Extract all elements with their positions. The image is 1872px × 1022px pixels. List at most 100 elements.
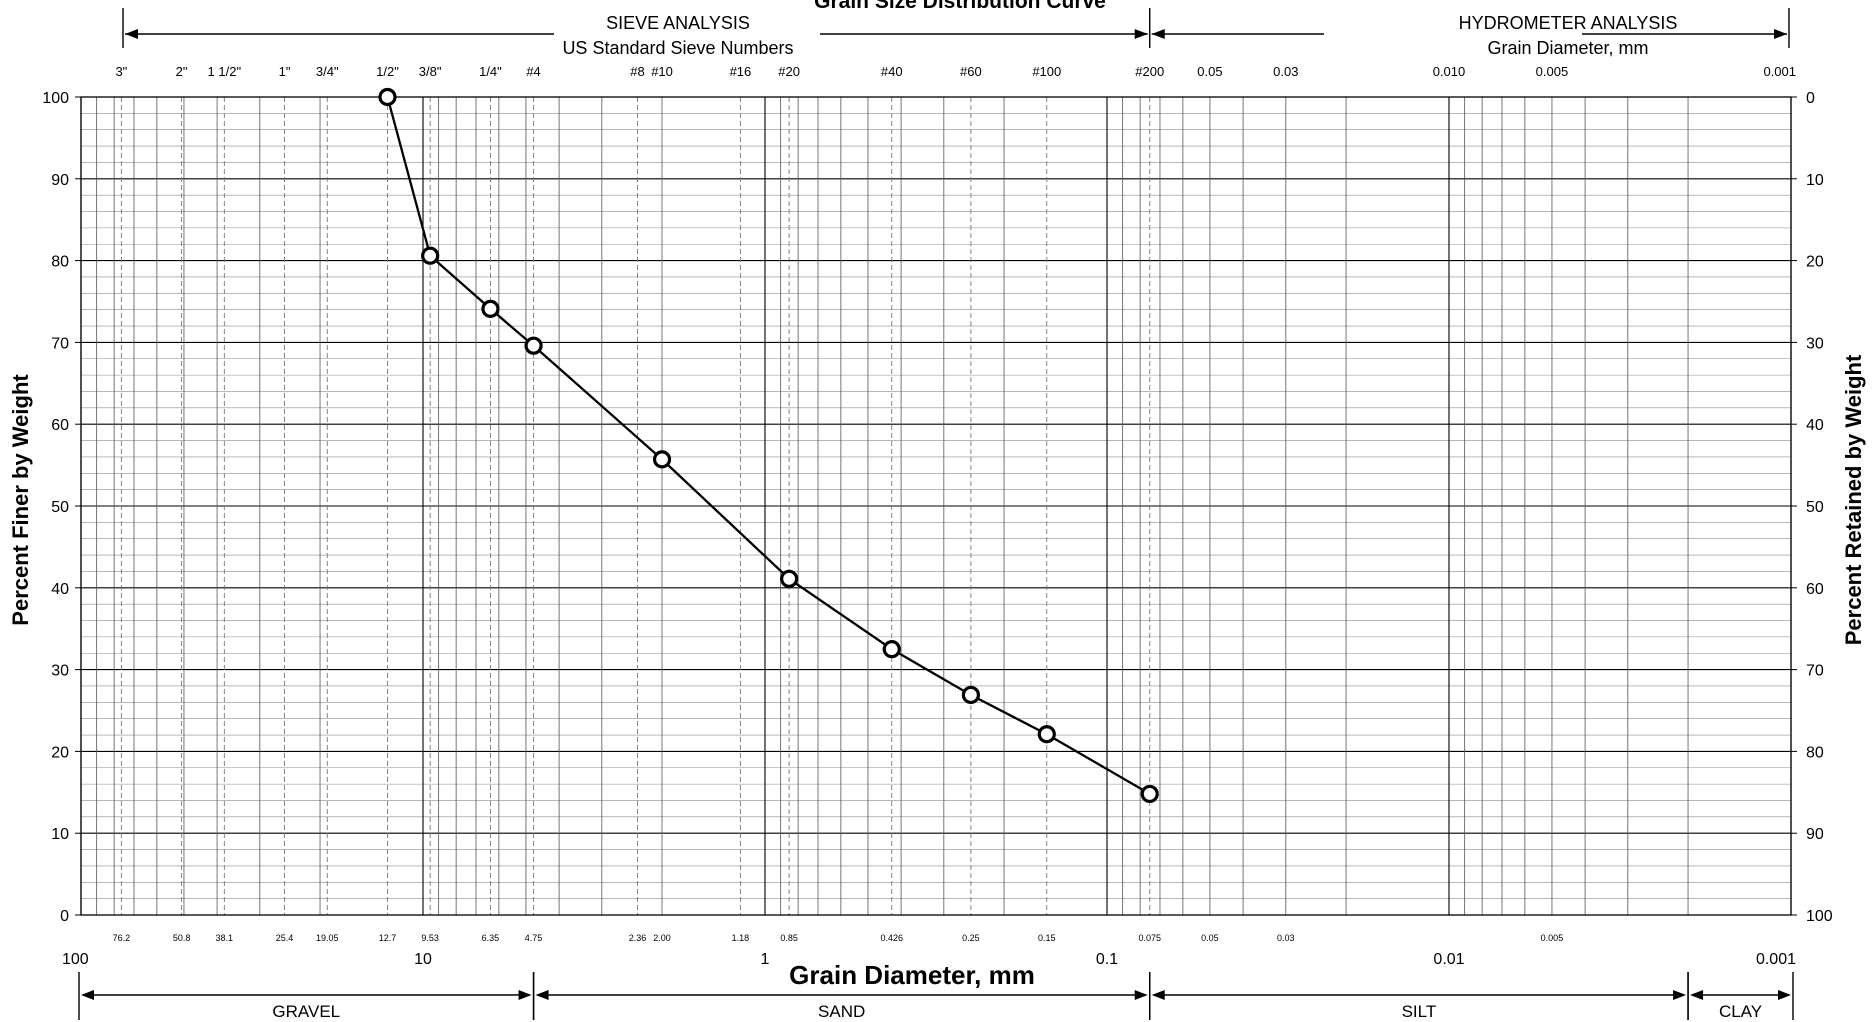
y-tick-label: 90 [51,172,69,189]
sieve-size-label: #200 [1135,64,1164,79]
hydrometer-mm-label: 0.03 [1277,933,1295,943]
sieve-size-label: 3" [115,64,127,79]
data-point [652,450,672,469]
sieve-mm-label: 0.85 [780,933,798,943]
class-range-arrow-head-left [1151,990,1165,1000]
sieve-mm-label: 2.36 [629,933,647,943]
sieve-mm-label: 1.18 [732,933,750,943]
x-axis-title: Grain Diameter, mm [789,960,1035,990]
sieve-size-label: #10 [651,64,673,79]
hydrometer-size-label: 0.010 [1433,64,1466,79]
sieve-size-label: #8 [630,64,644,79]
soil-class-label: GRAVEL [272,1002,340,1021]
y-tick-label: 40 [51,581,69,598]
y-tick-label: 20 [51,744,69,761]
sieve-mm-label: 25.4 [276,933,294,943]
data-point [1037,725,1056,744]
hydrometer-size-label: 0.05 [1197,64,1222,79]
hydrometer-diameter-label: Grain Diameter, mm [1487,38,1648,58]
hydrometer-size-label: 0.03 [1273,64,1298,79]
sieve-mm-label: 6.35 [482,933,500,943]
sieve-mm-label: 2.00 [653,933,671,943]
sieve-size-label: #4 [526,64,540,79]
x-major-tick-label: 100 [62,951,89,968]
y2-tick-label: 80 [1806,744,1824,761]
soil-class-label: SILT [1402,1002,1437,1021]
grid [80,96,1792,916]
sieve-size-label: 3/8" [419,64,442,79]
data-point [524,336,543,355]
x-major-tick-label: 1 [761,951,770,968]
y2-tick-label: 0 [1806,90,1815,107]
hydrometer-analysis-label: HYDROMETER ANALYSIS [1459,13,1678,33]
data-point [780,569,799,588]
data-point [421,246,440,265]
sieve-mm-label: 38.1 [216,933,234,943]
y-tick-label: 50 [51,499,69,516]
sieve-size-label: 1" [279,64,291,79]
y2-tick-label: 40 [1806,417,1824,434]
y2-tick-label: 90 [1806,826,1824,843]
y2-axis-title: Percent Retained by Weight [1841,354,1866,645]
hydrometer-size-label: 0.001 [1763,64,1796,79]
class-range-arrow-head-left [81,990,94,1000]
soil-class-label: SAND [818,1002,865,1021]
y-tick-label: 80 [51,254,69,271]
y-tick-label: 30 [51,663,69,680]
chart-title: Grain Size Distribution Curve [814,0,1106,13]
y-tick-label: 0 [60,908,69,925]
sieve-mm-label: 0.075 [1138,933,1161,943]
sieve-mm-label: 4.75 [525,933,543,943]
y2-tick-label: 30 [1806,335,1824,352]
sieve-size-label: 1/4" [479,64,502,79]
x-major-tick-label: 0.1 [1096,951,1118,968]
x-major-tick-label: 0.001 [1756,951,1796,968]
soil-class-label: CLAY [1719,1002,1762,1021]
y2-tick-label: 70 [1806,663,1824,680]
data-series [378,87,1159,804]
y-axis-title: Percent Finer by Weight [8,374,33,626]
sieve-size-label: #100 [1032,64,1061,79]
y-tick-label: 100 [42,90,69,107]
sieve-arrow-head-left [125,29,138,39]
class-range-arrow-head-right [1673,990,1687,1000]
sieve-size-label: 1 1/2" [208,64,242,79]
x-major-tick-label: 10 [414,951,432,968]
top-annotations: SIEVE ANALYSIS US Standard Sieve Numbers… [115,8,1796,79]
sieve-size-label: 1/2" [376,64,399,79]
gradation-curve [386,96,1151,795]
y-tick-label: 10 [51,826,69,843]
data-point [481,299,500,318]
axes: Percent Finer by Weight Percent Retained… [8,90,1866,990]
sieve-mm-label: 9.53 [421,933,439,943]
sieve-size-label: #20 [778,64,800,79]
y2-tick-label: 50 [1806,499,1824,516]
soil-classification: GRAVEL SAND SILT CLAY [78,972,1794,1021]
sieve-size-label: #40 [881,64,903,79]
sieve-mm-label: 12.7 [379,933,397,943]
sieve-size-label: 2" [176,64,188,79]
sieve-size-label: #16 [730,64,752,79]
y2-tick-label: 10 [1806,172,1824,189]
sieve-analysis-label: SIEVE ANALYSIS [606,13,750,33]
sieve-mm-label: 76.2 [113,933,131,943]
hydrometer-mm-label: 0.05 [1201,933,1219,943]
sieve-mm-label: 0.426 [880,933,903,943]
sieve-mm-label: 0.15 [1038,933,1056,943]
hydrometer-size-label: 0.005 [1536,64,1569,79]
sieve-arrow-head-right [1134,29,1148,39]
y2-tick-label: 100 [1806,908,1833,925]
y-tick-label: 70 [51,335,69,352]
hydrometer-mm-label: 0.005 [1541,933,1564,943]
sieve-size-label: #60 [960,64,982,79]
hydro-arrow-head-left [1151,29,1165,39]
y2-tick-label: 60 [1806,581,1824,598]
chart-title-group: Grain Size Distribution Curve [814,0,1106,13]
data-point [882,640,901,659]
y-tick-label: 60 [51,417,69,434]
y2-tick-label: 20 [1806,254,1824,271]
class-range-arrow-head-left [1690,990,1704,1000]
class-range-arrow-head-right [518,990,532,1000]
sieve-mm-label: 50.8 [173,933,191,943]
x-major-tick-label: 0.01 [1433,951,1464,968]
